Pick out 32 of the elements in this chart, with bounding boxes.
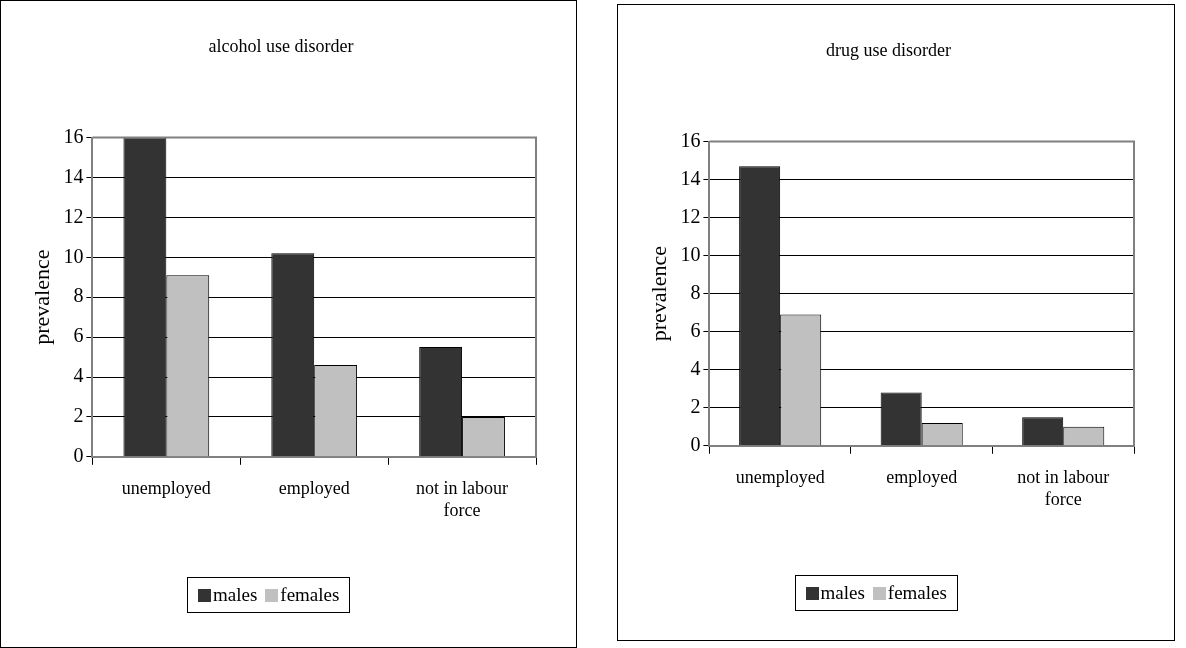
y-tick-label: 6 [690, 318, 701, 341]
y-tick-label: 16 [63, 124, 84, 147]
legend-label: females [887, 582, 947, 604]
y-tick-label: 14 [680, 166, 701, 189]
y-tick-label: 12 [680, 204, 701, 227]
y-tick-label: 2 [690, 395, 701, 418]
legend-label: females [280, 584, 340, 606]
x-tick-label: not in labour force [1017, 467, 1110, 509]
y-tick-label: 6 [73, 324, 84, 347]
y-tick-label: 4 [690, 357, 701, 379]
x-tick-label: unemployed [735, 467, 825, 488]
chart-title: alcohol use disorder [208, 35, 354, 56]
y-tick-label: 0 [690, 433, 701, 456]
y-tick-label: 8 [690, 280, 701, 303]
legend-label: males [820, 582, 865, 604]
y-axis-title: prevalence [645, 246, 671, 342]
x-tick-label: employed [886, 467, 958, 488]
y-tick-label: 8 [73, 284, 84, 307]
y-tick-label: 14 [63, 164, 84, 187]
legend-label: males [213, 584, 258, 606]
y-tick-label: 10 [63, 244, 84, 267]
y-tick-label: 10 [680, 242, 701, 265]
x-tick-label: employed [278, 478, 350, 499]
y-tick-label: 2 [73, 404, 84, 427]
y-tick-label: 0 [73, 444, 84, 467]
x-tick-label: unemployed [121, 478, 211, 499]
y-tick-label: 12 [63, 204, 84, 227]
y-tick-label: 4 [73, 364, 84, 387]
chart-title: drug use disorder [826, 39, 951, 60]
y-axis-title: prevalence [28, 249, 54, 345]
x-tick-label: not in labour force [416, 478, 509, 520]
y-tick-label: 16 [680, 128, 701, 151]
